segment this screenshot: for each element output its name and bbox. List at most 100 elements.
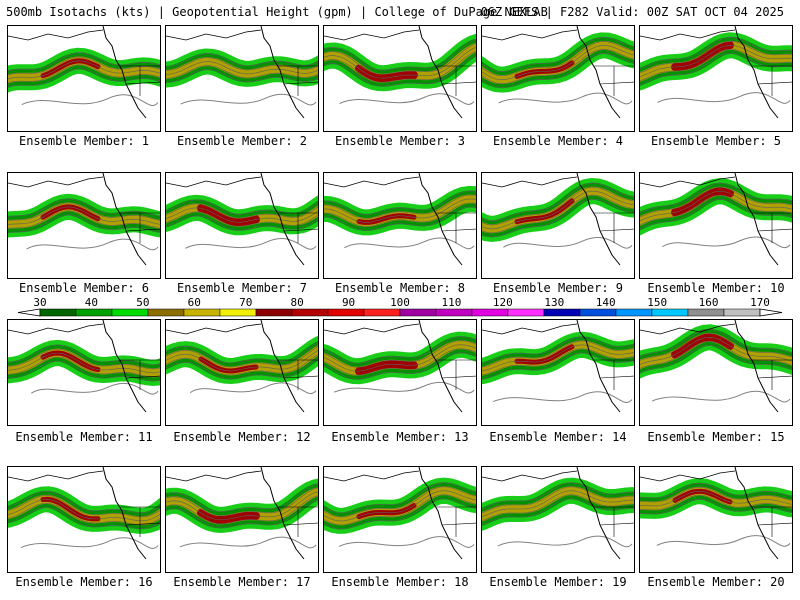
height-contour <box>344 237 475 250</box>
height-contour <box>640 194 792 226</box>
legend-swatch <box>147 308 185 317</box>
height-contour <box>8 68 160 88</box>
height-contour <box>482 498 634 526</box>
state-borders <box>278 359 318 390</box>
legend-swatch <box>255 308 293 317</box>
coastline <box>324 176 420 188</box>
height-contour <box>180 93 317 106</box>
state-borders <box>120 65 160 96</box>
coastline <box>640 470 736 482</box>
ensemble-member-label: Ensemble Member: 19 <box>489 575 627 589</box>
ensemble-panel <box>639 172 793 279</box>
ensemble-panel <box>7 466 161 573</box>
ensemble-panel <box>639 25 793 132</box>
ensemble-panel <box>481 25 635 132</box>
coastline <box>418 467 463 560</box>
legend-tick-label: 40 <box>84 296 99 309</box>
state-borders <box>752 65 792 96</box>
height-contour <box>640 482 792 499</box>
height-contour <box>8 52 160 72</box>
jet-stream-map <box>8 467 160 560</box>
state-borders <box>594 359 634 390</box>
height-contour <box>8 64 160 84</box>
height-contour <box>651 390 791 403</box>
ensemble-member-label: Ensemble Member: 18 <box>331 575 469 589</box>
legend-swatch <box>75 308 113 317</box>
coastline <box>734 320 779 413</box>
height-contour <box>482 182 634 222</box>
ensemble-member-label: Ensemble Member: 2 <box>176 134 308 148</box>
height-contour <box>8 214 160 233</box>
height-contour <box>498 92 633 105</box>
state-borders <box>436 65 476 96</box>
ensemble-panel <box>165 319 319 426</box>
state-borders <box>752 359 792 390</box>
height-contour <box>656 535 791 547</box>
ensemble-panel <box>481 319 635 426</box>
height-contour <box>482 486 634 514</box>
coastline <box>166 29 262 41</box>
height-contour <box>166 487 318 517</box>
coastline <box>576 26 621 119</box>
jet-stream-map <box>324 320 476 413</box>
height-contour <box>8 344 160 366</box>
coastline <box>640 29 736 41</box>
legend-colorbar <box>17 308 783 317</box>
ensemble-panel <box>639 466 793 573</box>
height-contour <box>324 498 476 530</box>
coastline <box>734 26 779 119</box>
coastline <box>418 320 463 413</box>
state-borders <box>278 65 318 96</box>
legend-tick-label: 170 <box>750 296 770 309</box>
height-contour <box>8 506 160 530</box>
height-contour <box>640 186 792 218</box>
state-borders <box>594 65 634 96</box>
height-contour <box>324 340 476 368</box>
height-contour <box>324 486 476 518</box>
map-header: 500mb Isotachs (kts) | Geopotential Heig… <box>0 0 800 22</box>
height-contour <box>640 52 792 86</box>
height-contour <box>166 350 318 372</box>
ensemble-member-label: Ensemble Member: 9 <box>492 281 624 295</box>
jet-stream-map <box>324 26 476 119</box>
height-contour <box>21 94 159 106</box>
height-contour <box>640 44 792 78</box>
height-contour <box>8 356 160 378</box>
height-contour <box>482 348 634 376</box>
legend-tick-label: 140 <box>595 296 616 309</box>
height-contour <box>482 198 634 238</box>
state-borders <box>594 506 634 537</box>
isotach-legend: 30 40 50 60 70 80 90 100 110 120 130 140 150 160 170 <box>10 296 790 318</box>
height-contour <box>324 194 476 219</box>
ensemble-panel <box>7 172 161 279</box>
state-borders <box>120 212 160 243</box>
height-contour <box>640 48 792 82</box>
height-contour <box>185 238 317 250</box>
state-borders <box>278 506 318 537</box>
coastline <box>324 323 420 335</box>
height-contour <box>166 53 318 67</box>
ensemble-member-label: Ensemble Member: 1 <box>18 134 150 148</box>
height-contour <box>482 490 634 518</box>
ensemble-member-label: Ensemble Member: 20 <box>647 575 785 589</box>
jet-stream-map <box>324 173 476 266</box>
height-contour <box>497 535 633 548</box>
height-contour <box>8 494 160 518</box>
legend-swatch <box>651 308 689 317</box>
ensemble-member-label: Ensemble Member: 4 <box>492 134 624 148</box>
height-contour <box>8 498 160 522</box>
legend-swatch <box>39 308 77 317</box>
legend-tick-label: 50 <box>136 296 150 309</box>
height-contour <box>166 354 318 376</box>
coastline <box>260 173 305 266</box>
legend-tick-label: 130 <box>544 296 565 309</box>
height-contour <box>640 190 792 222</box>
coastline <box>8 29 104 41</box>
legend-tick-label: 160 <box>698 296 719 309</box>
height-contour <box>8 490 160 514</box>
height-contour <box>166 499 318 529</box>
coastline <box>640 323 736 335</box>
coastline <box>482 29 578 41</box>
height-contour <box>166 69 318 83</box>
legend-swatch <box>615 308 653 317</box>
